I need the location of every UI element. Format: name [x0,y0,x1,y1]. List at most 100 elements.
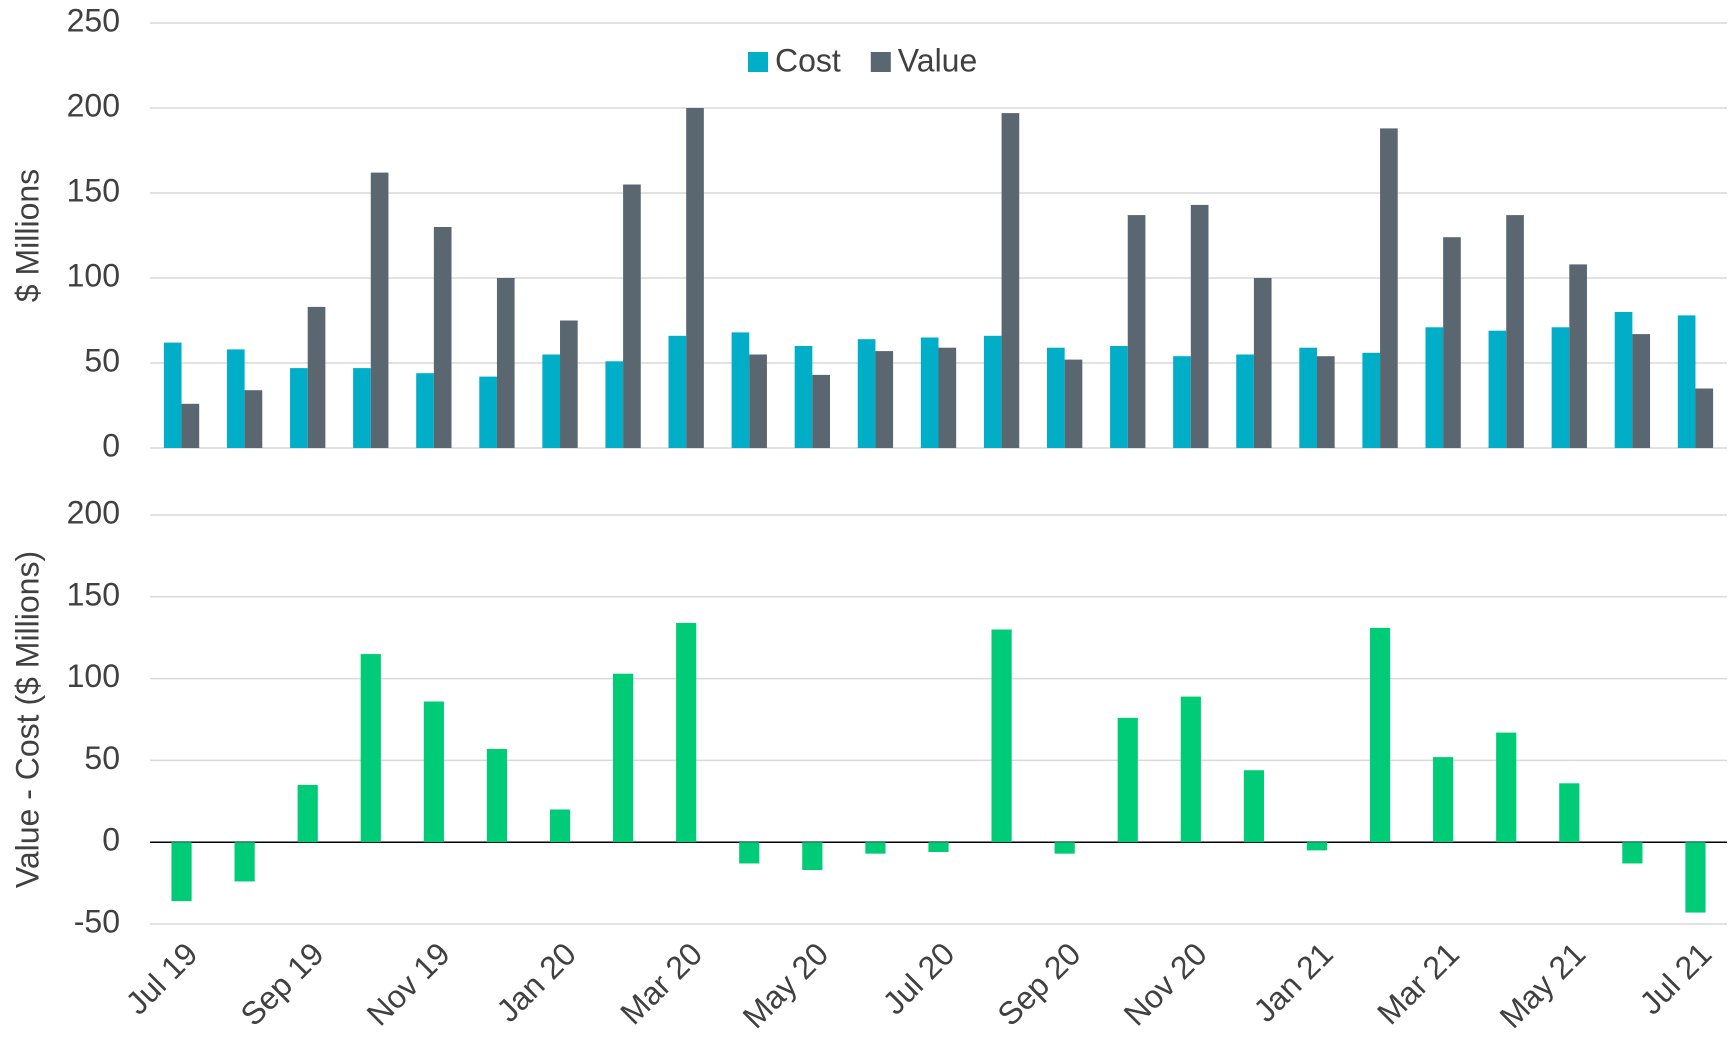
y-tick-label: 150 [67,576,120,612]
bar [1433,757,1454,843]
bar [1488,330,1507,448]
bar [423,701,444,843]
bar [290,368,308,448]
bar [613,673,634,843]
x-tick-label: Jul 21 [1633,935,1719,1021]
bar [226,349,245,448]
bar [1299,347,1317,448]
bar [163,342,182,448]
bar [668,335,687,448]
y-tick-label: 100 [67,257,120,293]
bar [1425,327,1444,448]
bar [1632,334,1651,448]
bar [749,354,767,448]
bar [307,306,326,448]
y-tick-label: 200 [67,87,120,123]
bar [486,748,508,843]
x-tick-label: Sep 20 [990,935,1087,1032]
bar [686,108,704,448]
bar [1551,327,1570,448]
bar [1173,356,1191,448]
bar [1685,842,1706,913]
bar [297,784,318,843]
bar [1110,346,1128,448]
bar [360,654,381,843]
bar [802,842,823,871]
bar [234,842,255,882]
bar [983,335,1002,448]
bar [496,278,515,448]
bar [857,339,876,448]
y-tick-label: 50 [84,342,120,378]
bar [171,842,192,902]
x-tick-label: Sep 19 [233,935,330,1032]
bar [875,351,894,448]
x-tick-label: Mar 21 [1370,935,1466,1031]
x-tick-label: Jan 21 [1247,935,1340,1028]
x-tick-label: May 21 [1493,935,1593,1035]
bar [1236,354,1254,448]
bar [794,346,813,448]
bar [1117,717,1138,843]
bar [676,622,697,843]
legend-label: Value [898,42,977,78]
x-tick-label: Jul 19 [119,935,205,1021]
bar [991,629,1012,843]
bar [605,361,624,448]
bar [1369,627,1391,843]
bar [1180,696,1201,843]
bar [1496,732,1517,843]
x-tick-label: Jan 20 [490,935,583,1028]
bar [1306,842,1328,851]
bar [1190,204,1209,448]
bar [920,337,939,448]
bar [542,354,561,448]
x-tick-label: Jul 20 [876,935,962,1021]
x-tick-label: Mar 20 [613,935,709,1031]
bar [928,842,949,853]
bar [1380,128,1398,448]
y-axis-label: Value - Cost ($ Millions) [9,551,45,888]
y-tick-label: -50 [74,903,120,939]
legend-label: Cost [775,42,841,78]
y-tick-label: 150 [67,172,120,208]
bar [1362,352,1381,448]
bar [560,320,578,448]
y-tick-label: 50 [84,740,120,776]
y-tick-label: 100 [67,658,120,694]
legend-swatch [870,52,891,72]
bar [1127,215,1146,448]
bar [1443,237,1461,448]
bar [370,172,389,448]
bar [549,809,571,843]
bar [731,332,750,448]
bar [1243,770,1264,843]
bar [938,347,957,448]
bar [623,184,641,448]
bar [865,842,886,854]
bar [1559,783,1580,843]
bar [1695,388,1714,448]
y-tick-label: 200 [67,494,120,530]
bar [1316,356,1335,448]
bar [1253,278,1272,448]
bar [1001,113,1020,448]
bar [1046,347,1065,448]
bar [1054,842,1075,854]
bar [1622,842,1643,864]
bar [812,374,831,448]
bar [1677,315,1696,448]
x-tick-label: May 20 [736,935,836,1035]
y-tick-label: 250 [67,2,120,38]
y-tick-label: 0 [102,822,120,858]
bar [244,390,263,448]
bar [739,842,760,864]
x-tick-label: Nov 19 [360,935,457,1032]
bar [433,227,452,448]
y-axis-label: $ Millions [9,169,45,302]
bar [1506,215,1524,448]
bar [1614,312,1633,448]
bar [1064,359,1083,448]
legend-swatch [748,52,768,72]
